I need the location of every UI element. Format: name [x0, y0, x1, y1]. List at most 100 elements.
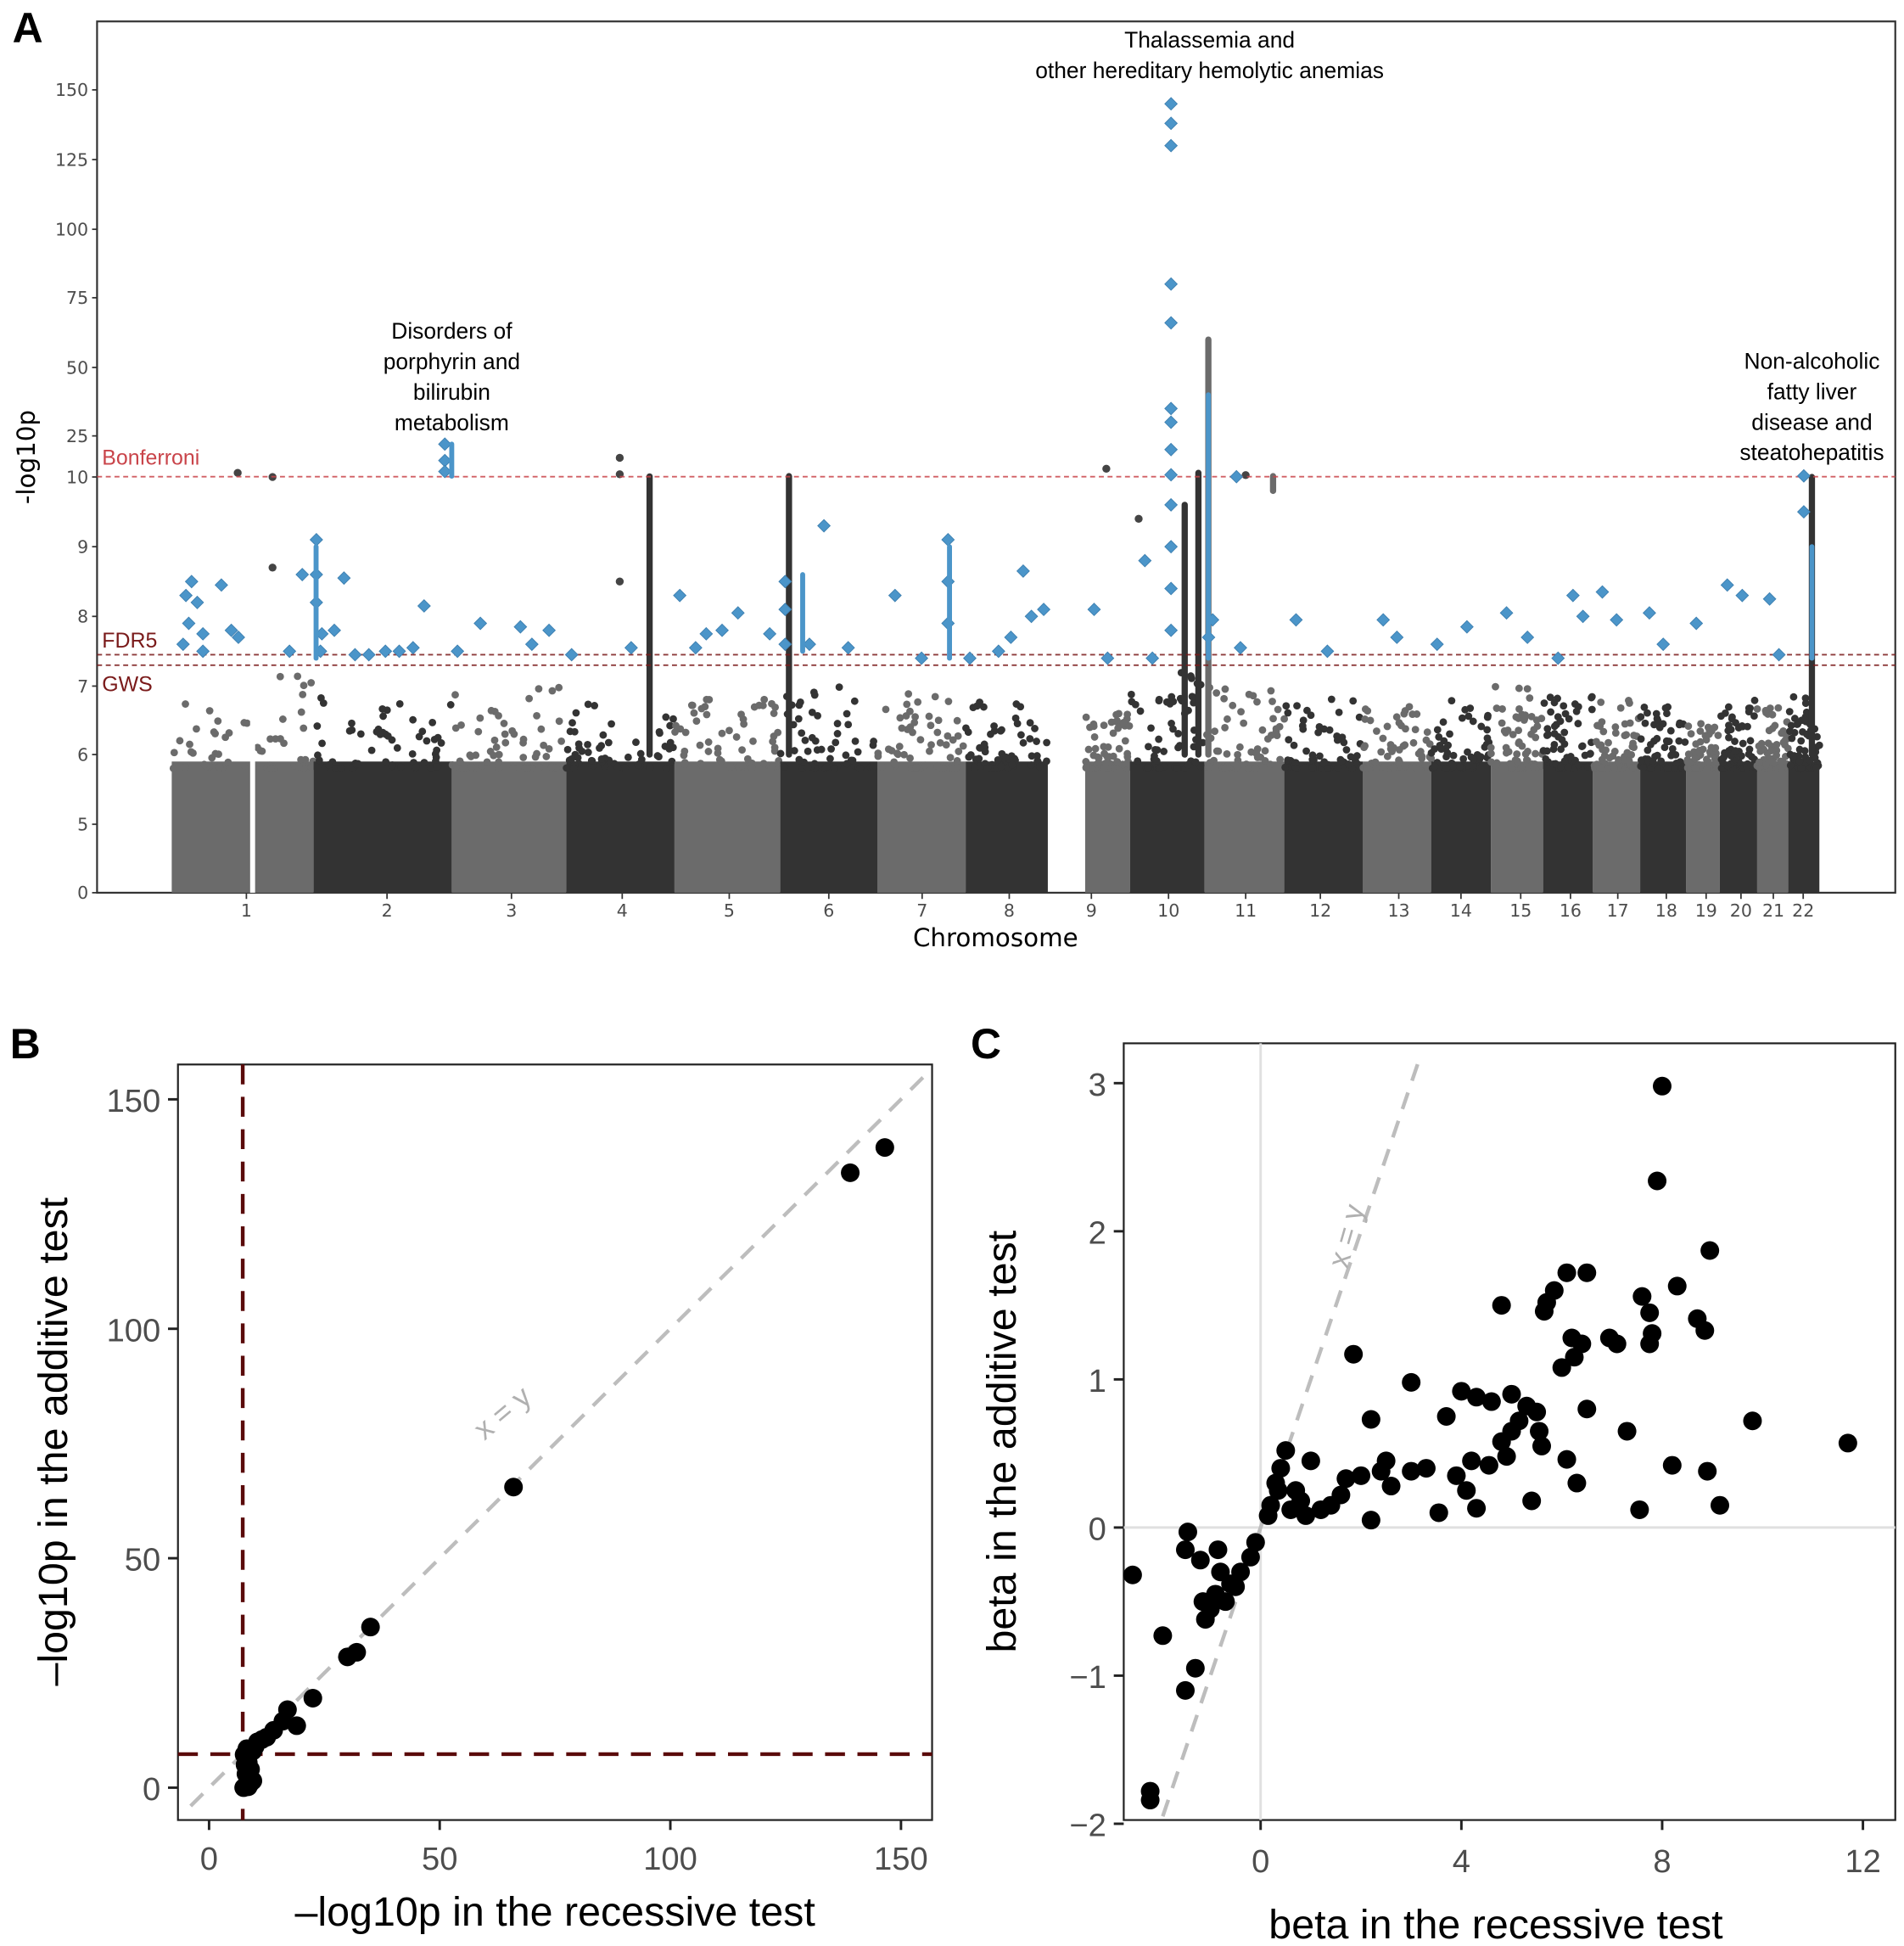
- snp-point: [1212, 689, 1221, 697]
- snp-point: [574, 754, 582, 762]
- snp-point: [1550, 698, 1559, 707]
- snp-point: [1019, 738, 1028, 747]
- snp-point: [604, 738, 613, 747]
- snp-point: [1028, 761, 1035, 769]
- snp-point: [397, 763, 405, 771]
- snp-point: [1790, 715, 1799, 722]
- chromosome-18-bulk: [1637, 703, 1689, 893]
- chromosome-bulk-layer: [169, 336, 1823, 893]
- data-point: [1667, 1276, 1687, 1296]
- snp-point: [1653, 751, 1661, 760]
- data-point: [1361, 1410, 1380, 1429]
- snp-point: [1509, 731, 1517, 738]
- snp-point: [835, 683, 843, 692]
- snp-point: [1732, 719, 1739, 727]
- snp-point: [591, 702, 599, 709]
- snp-point: [313, 722, 322, 730]
- snp-point: [1401, 741, 1409, 749]
- snp-point: [1320, 725, 1328, 733]
- snp-point: [1774, 704, 1783, 712]
- chromosome-bulk-rect: [1788, 761, 1820, 893]
- snp-point: [1408, 710, 1417, 718]
- snp-point: [181, 763, 189, 771]
- snp-point: [1625, 757, 1632, 766]
- snp-point: [817, 745, 826, 754]
- snp-point: [430, 735, 439, 743]
- highlighted-diamond-point: [1004, 630, 1018, 644]
- snp-point: [1383, 752, 1392, 760]
- snp-point: [225, 729, 233, 737]
- snp-point: [1684, 760, 1693, 767]
- snp-point: [1653, 734, 1661, 743]
- snp-point: [169, 764, 177, 772]
- x-tick-label: 19: [1695, 900, 1717, 921]
- snp-point: [737, 710, 745, 719]
- chromosome-bulk-rect: [1129, 761, 1205, 893]
- x-tick-label: 2: [382, 900, 393, 921]
- snp-point: [844, 721, 853, 729]
- snp-point: [1815, 741, 1823, 749]
- snp-point: [1379, 734, 1387, 743]
- snp-point: [1145, 743, 1152, 751]
- snp-point: [495, 764, 503, 772]
- snp-point: [1173, 764, 1181, 772]
- snp-point: [808, 708, 816, 716]
- snp-point: [717, 757, 725, 766]
- snp-point: [832, 738, 840, 747]
- snp-point: [608, 720, 615, 728]
- snp-point: [771, 703, 779, 711]
- data-point: [1447, 1466, 1466, 1485]
- snp-point: [208, 754, 216, 762]
- snp-point: [1504, 748, 1513, 756]
- x-axis-title: beta in the recessive test: [1268, 1902, 1723, 1946]
- snp-point: [921, 761, 929, 770]
- highlighted-diamond-point: [802, 637, 816, 652]
- snp-point: [1261, 747, 1269, 755]
- snp-point: [1520, 715, 1529, 722]
- snp-point: [376, 730, 384, 738]
- y-axis-title: beta in the additive test: [979, 1230, 1025, 1652]
- x-tick-label: 50: [422, 1841, 457, 1877]
- snp-point: [524, 764, 531, 772]
- snp-point: [1340, 738, 1348, 747]
- chromosome-3-bulk: [448, 683, 567, 893]
- data-point: [1381, 1477, 1401, 1496]
- snp-point: [415, 732, 423, 741]
- snp-point: [1574, 760, 1582, 769]
- snp-point: [1530, 763, 1538, 771]
- snp-point: [1566, 753, 1575, 760]
- snp-point: [1299, 716, 1308, 725]
- y-tick-label: 2: [1089, 1215, 1106, 1252]
- snp-point: [423, 737, 431, 745]
- snp-point: [1395, 756, 1403, 765]
- snp-point: [584, 700, 592, 709]
- data-point: [1534, 1302, 1554, 1321]
- snp-point: [697, 704, 706, 713]
- snp-point: [776, 749, 785, 758]
- snp-point: [300, 724, 308, 732]
- snp-point: [1035, 762, 1044, 771]
- snp-point: [1253, 698, 1261, 706]
- snp-point: [1727, 752, 1735, 760]
- snp-point: [637, 755, 646, 764]
- snp-point: [1458, 714, 1466, 722]
- snp-point: [542, 753, 551, 760]
- annotation-text-line: porphyrin and: [384, 349, 520, 374]
- data-point: [1416, 1459, 1436, 1478]
- highlighted-diamond-point: [1164, 116, 1179, 131]
- data-point: [1838, 1433, 1857, 1453]
- snp-point: [906, 754, 914, 762]
- snp-point: [843, 709, 851, 718]
- snp-point: [384, 732, 392, 740]
- snp-point: [1409, 738, 1418, 747]
- snp-point: [955, 748, 963, 755]
- snp-point: [1611, 729, 1620, 737]
- snp-point: [1724, 703, 1733, 711]
- highlighted-diamond-point: [542, 623, 557, 637]
- chromosome-bulk-rect: [780, 761, 877, 893]
- chromosome-bulk-rect: [566, 761, 675, 893]
- snp-point: [636, 749, 645, 758]
- snp-point: [681, 728, 690, 737]
- bonferroni-label: Bonferroni: [102, 446, 199, 469]
